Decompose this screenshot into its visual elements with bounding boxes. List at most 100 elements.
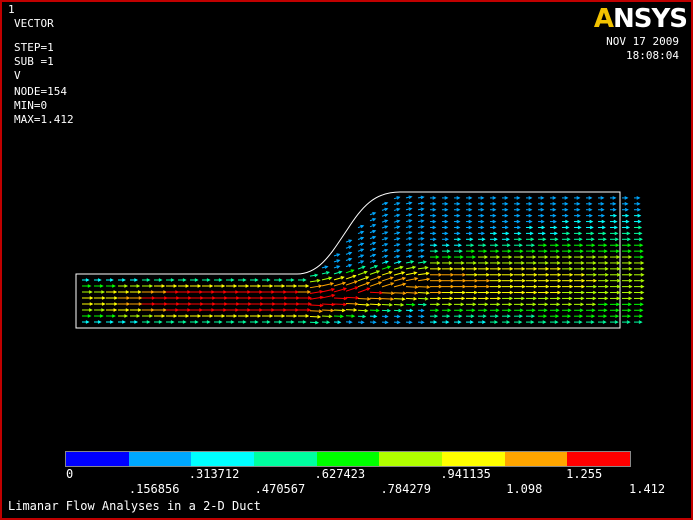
velocity-vector xyxy=(622,219,630,224)
velocity-vector xyxy=(202,308,216,312)
velocity-vector xyxy=(490,261,501,265)
velocity-vector xyxy=(574,302,585,307)
velocity-vector xyxy=(430,207,437,212)
velocity-vector xyxy=(610,296,621,301)
velocity-vector xyxy=(226,302,240,306)
velocity-vector xyxy=(466,272,479,277)
velocity-vector xyxy=(369,217,377,222)
velocity-vector xyxy=(214,320,223,324)
velocity-vector xyxy=(466,314,475,318)
velocity-vector xyxy=(430,202,437,206)
velocity-vector xyxy=(502,272,514,277)
velocity-vector xyxy=(634,243,644,248)
velocity-vector xyxy=(321,302,336,307)
velocity-vector xyxy=(286,284,298,288)
velocity-vector xyxy=(82,308,93,312)
velocity-vector xyxy=(586,284,598,289)
velocity-vector xyxy=(106,296,119,300)
legend-label-top: .313712 xyxy=(188,467,240,481)
velocity-vector xyxy=(166,320,175,324)
velocity-vector xyxy=(442,290,455,295)
velocity-vector xyxy=(381,248,389,253)
velocity-vector xyxy=(357,224,365,229)
velocity-vector xyxy=(393,303,405,307)
velocity-vector xyxy=(622,261,633,265)
velocity-vector xyxy=(130,290,142,294)
legend-swatch xyxy=(254,452,317,466)
velocity-vector xyxy=(430,284,443,289)
velocity-vector xyxy=(405,195,413,200)
velocity-vector xyxy=(214,290,228,294)
velocity-vector xyxy=(454,225,461,230)
velocity-vector xyxy=(502,207,509,212)
velocity-vector xyxy=(598,231,607,236)
velocity-vector xyxy=(94,278,102,282)
velocity-vector xyxy=(405,297,418,301)
velocity-vector xyxy=(106,314,116,318)
velocity-vector xyxy=(106,290,118,294)
velocity-vector xyxy=(502,231,510,236)
velocity-vector xyxy=(369,241,377,246)
velocity-vector xyxy=(598,219,606,224)
velocity-vector xyxy=(562,320,571,324)
velocity-vector xyxy=(538,261,549,265)
velocity-vector xyxy=(369,275,382,281)
velocity-vector xyxy=(238,290,252,294)
velocity-vector xyxy=(526,267,538,271)
velocity-vector xyxy=(226,278,235,282)
velocity-vector xyxy=(345,257,353,262)
velocity-vector xyxy=(430,296,442,301)
velocity-vector xyxy=(369,320,377,325)
velocity-vector xyxy=(417,291,430,295)
velocity-vector xyxy=(442,320,450,324)
velocity-vector xyxy=(550,267,562,271)
velocity-vector xyxy=(538,308,548,313)
velocity-vector xyxy=(166,278,175,282)
velocity-vector xyxy=(526,272,538,277)
velocity-vector xyxy=(550,213,557,218)
velocity-vector xyxy=(190,320,199,324)
velocity-vector xyxy=(478,243,487,248)
velocity-vector xyxy=(154,314,166,318)
velocity-vector xyxy=(514,237,523,242)
velocity-vector xyxy=(610,225,618,230)
velocity-vector xyxy=(538,237,547,242)
velocity-vector xyxy=(550,302,561,307)
velocity-vector xyxy=(345,302,359,306)
velocity-vector xyxy=(333,287,347,293)
velocity-vector xyxy=(490,207,497,212)
velocity-vector xyxy=(417,231,425,235)
velocity-vector xyxy=(502,261,513,265)
velocity-vector xyxy=(514,202,521,206)
velocity-vector xyxy=(393,213,401,218)
velocity-vector xyxy=(502,296,514,301)
duct-outline xyxy=(75,191,621,329)
velocity-vector xyxy=(214,284,226,288)
velocity-vector xyxy=(166,296,180,300)
velocity-vector xyxy=(369,247,377,252)
velocity-vector xyxy=(369,264,379,269)
velocity-vector xyxy=(393,314,401,319)
velocity-vector xyxy=(309,273,319,278)
velocity-vector xyxy=(381,242,389,247)
velocity-vector xyxy=(333,276,345,281)
velocity-vector xyxy=(574,296,585,301)
velocity-vector xyxy=(490,255,501,259)
velocity-vector xyxy=(130,314,141,318)
step-label: STEP=1 xyxy=(14,41,54,54)
velocity-vector xyxy=(118,308,130,312)
velocity-vector xyxy=(357,303,371,307)
velocity-vector xyxy=(430,213,437,218)
velocity-vector xyxy=(454,255,464,259)
sub-label: SUB =1 xyxy=(14,55,54,68)
velocity-vector xyxy=(442,207,449,212)
velocity-vector xyxy=(598,237,607,242)
velocity-vector xyxy=(298,278,307,282)
velocity-vector xyxy=(214,278,223,282)
velocity-vector xyxy=(309,284,323,289)
velocity-vector xyxy=(166,314,178,318)
velocity-vector xyxy=(466,219,473,224)
velocity-vector xyxy=(454,202,461,206)
velocity-vector xyxy=(94,314,104,318)
